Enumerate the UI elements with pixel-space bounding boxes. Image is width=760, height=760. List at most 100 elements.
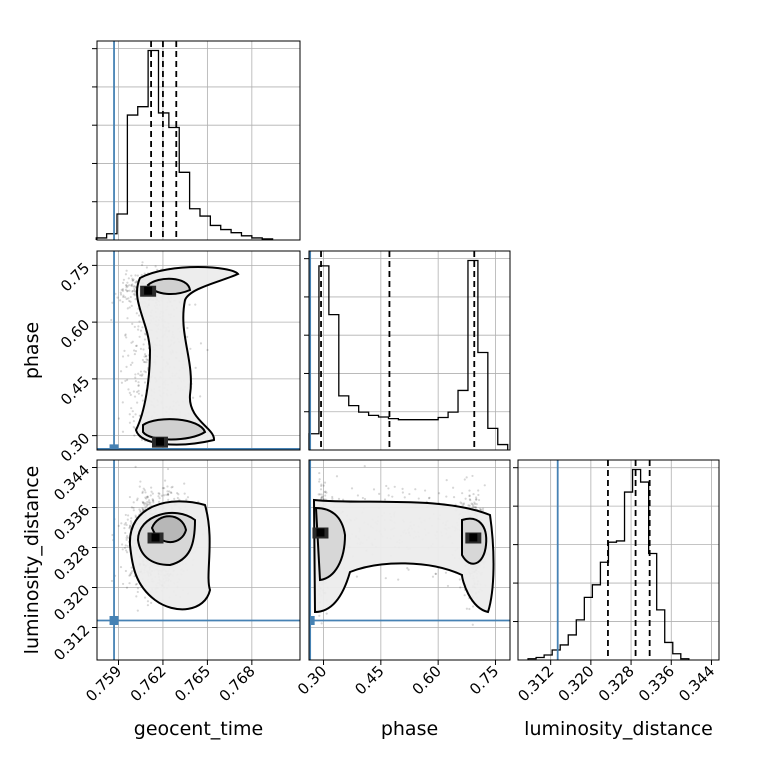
scatter-point bbox=[121, 288, 125, 291]
scatter-point bbox=[123, 527, 126, 530]
scatter-point bbox=[145, 502, 148, 505]
scatter-point bbox=[117, 417, 121, 420]
scatter-point bbox=[149, 501, 152, 504]
y-tick-label: 0.45 bbox=[57, 373, 93, 409]
scatter-point bbox=[318, 493, 322, 496]
scatter-point bbox=[325, 612, 328, 615]
scatter-point bbox=[121, 289, 125, 292]
density-contour bbox=[312, 498, 495, 614]
scatter-point bbox=[128, 574, 131, 577]
scatter-point bbox=[131, 277, 134, 280]
scatter-point bbox=[169, 491, 173, 494]
scatter-point bbox=[137, 384, 140, 387]
scatter-point bbox=[154, 265, 157, 268]
scatter-point bbox=[133, 325, 136, 328]
scatter-point bbox=[126, 307, 129, 310]
scatter-point bbox=[144, 496, 147, 499]
scatter-point bbox=[119, 565, 123, 569]
scatter-point bbox=[122, 294, 125, 297]
scatter-panel-geocent_time-phase bbox=[96, 250, 301, 451]
scatter-point bbox=[132, 285, 135, 288]
scatter-point bbox=[134, 583, 138, 586]
scatter-point bbox=[131, 283, 134, 286]
scatter-point bbox=[133, 353, 136, 356]
scatter-point bbox=[146, 496, 149, 499]
scatter-point bbox=[125, 269, 128, 272]
scatter-point bbox=[468, 504, 471, 507]
panel-frame bbox=[308, 459, 511, 661]
scatter-point bbox=[125, 286, 128, 289]
hist-panel-phase bbox=[304, 250, 511, 451]
scatter-point bbox=[135, 279, 138, 283]
scatter-point bbox=[130, 274, 133, 277]
scatter-point bbox=[417, 497, 420, 500]
scatter-point bbox=[145, 497, 148, 500]
scatter-point bbox=[142, 360, 146, 363]
scatter-point bbox=[163, 487, 166, 490]
scatter-point bbox=[471, 506, 474, 509]
scatter-point bbox=[136, 401, 139, 404]
scatter-point bbox=[129, 520, 132, 523]
scatter-point bbox=[136, 274, 139, 277]
x-axis-title: phase bbox=[381, 718, 438, 740]
scatter-point bbox=[471, 474, 474, 478]
scatter-point bbox=[126, 317, 129, 320]
scatter-point bbox=[126, 534, 129, 538]
scatter-point bbox=[134, 376, 137, 379]
scatter-point bbox=[322, 484, 325, 487]
scatter-point bbox=[125, 551, 129, 554]
scatter-point bbox=[142, 348, 145, 351]
scatter-point bbox=[144, 355, 148, 358]
scatter-point bbox=[408, 492, 411, 496]
scatter-point bbox=[320, 496, 323, 499]
scatter-point bbox=[131, 289, 135, 293]
scatter-point bbox=[134, 465, 137, 468]
scatter-point bbox=[125, 284, 128, 287]
y-tick-label: 0.60 bbox=[57, 316, 93, 352]
scatter-point bbox=[124, 544, 127, 547]
truth-marker bbox=[109, 616, 119, 625]
scatter-point bbox=[337, 497, 341, 500]
scatter-point bbox=[132, 390, 136, 393]
scatter-point bbox=[325, 491, 328, 494]
scatter-point bbox=[474, 506, 477, 509]
scatter-point bbox=[148, 503, 151, 506]
scatter-point bbox=[140, 263, 144, 267]
scatter-point bbox=[465, 476, 468, 479]
scatter-point bbox=[188, 303, 191, 306]
scatter-point bbox=[475, 502, 478, 506]
scatter-point bbox=[128, 526, 131, 530]
scatter-point bbox=[123, 546, 127, 550]
scatter-point bbox=[350, 487, 354, 490]
scatter-point bbox=[119, 299, 122, 302]
scatter-point bbox=[142, 501, 145, 504]
density-contour bbox=[146, 277, 192, 295]
scatter-point bbox=[128, 524, 132, 527]
scatter-point bbox=[469, 499, 472, 502]
scatter-point bbox=[385, 484, 388, 488]
scatter-point bbox=[391, 495, 394, 498]
scatter-point bbox=[128, 289, 131, 292]
scatter-point bbox=[126, 289, 129, 292]
scatter-point bbox=[403, 496, 406, 499]
scatter-point bbox=[141, 373, 144, 376]
scatter-point bbox=[319, 488, 323, 491]
scatter-point bbox=[481, 509, 485, 512]
scatter-point bbox=[137, 381, 140, 384]
scatter-point bbox=[474, 498, 478, 501]
scatter-point bbox=[471, 623, 474, 626]
scatter-point bbox=[125, 297, 128, 301]
scatter-point bbox=[460, 502, 463, 505]
panel-frame bbox=[517, 459, 720, 661]
scatter-point bbox=[134, 514, 137, 517]
scatter-point bbox=[465, 607, 468, 610]
scatter-point bbox=[434, 572, 437, 575]
scatter-point bbox=[124, 334, 127, 337]
panel-frame bbox=[96, 459, 301, 661]
x-tick-label: 0.45 bbox=[351, 662, 387, 698]
scatter-point bbox=[124, 569, 127, 573]
scatter-point bbox=[320, 495, 323, 499]
scatter-point bbox=[136, 328, 140, 331]
density-peak-core bbox=[144, 286, 153, 295]
